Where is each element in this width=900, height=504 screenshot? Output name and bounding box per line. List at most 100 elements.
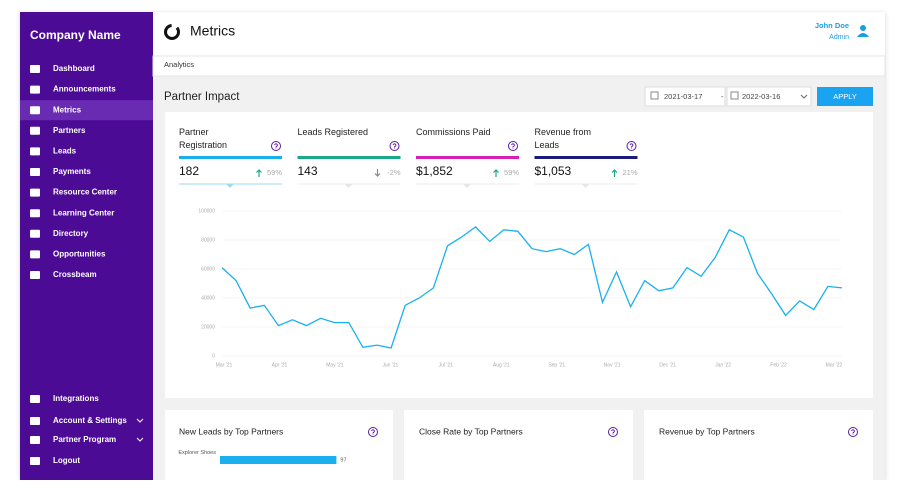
card-title: New Leads by Top Partners (179, 426, 283, 436)
nav-item[interactable]: Payments (53, 167, 91, 176)
help-icon (271, 141, 281, 151)
nav-icon (30, 271, 40, 279)
nav-chevron (136, 437, 144, 442)
x-tick-label: Jan '22 (715, 362, 731, 368)
apply-label[interactable]: APPLY (833, 92, 857, 101)
nav-icon (30, 106, 40, 115)
date-to-box[interactable] (726, 86, 812, 107)
bar-label-box: Explorer Shoes (178, 450, 216, 456)
nav-icon (30, 65, 40, 73)
kpi-label-box: Revenue from Leads (535, 127, 592, 150)
nav-item[interactable]: Learning Center (53, 208, 114, 217)
kpi-label: Leads Registered (297, 127, 369, 137)
user-icon[interactable] (860, 25, 866, 31)
kpi-pointer (581, 184, 590, 188)
x-tick-label: Aug '21 (493, 362, 510, 368)
sidebar (20, 12, 153, 480)
nav-active (20, 100, 153, 121)
nav-item[interactable]: Dashboard (53, 64, 95, 73)
user-name[interactable]: John Doe (815, 21, 849, 30)
nav-item[interactable]: Partners (53, 126, 86, 135)
nav-icon (30, 168, 40, 176)
data-line (221, 226, 843, 349)
help-icon (368, 427, 378, 437)
nav-item[interactable]: Integrations (53, 394, 99, 403)
help-icon (626, 141, 637, 151)
help-icon (389, 141, 400, 151)
nav-item[interactable]: Leads (53, 147, 77, 156)
help-icon-glyph (611, 429, 615, 435)
trend-arrow (374, 169, 381, 177)
kpi-pointer (226, 184, 234, 188)
page-title: Metrics (190, 23, 235, 39)
trend-arrow (493, 169, 499, 177)
nav-item[interactable]: Announcements (53, 85, 116, 94)
impact-card (165, 112, 873, 398)
kpi-label-box: Commissions Paid (416, 127, 491, 137)
apply-button[interactable] (817, 87, 873, 106)
card (404, 410, 633, 490)
card (165, 410, 393, 490)
nav-icon (30, 147, 40, 156)
nav-item[interactable]: Directory (53, 229, 89, 238)
nav-item[interactable]: Crossbeam (53, 270, 97, 279)
x-tick-label: Nov '21 (604, 362, 621, 368)
x-tick-label: Jul '21 (439, 362, 454, 368)
section-title: Partner Impact (164, 91, 240, 103)
x-tick-label: Dec '21 (659, 362, 676, 368)
top-bar (153, 12, 885, 56)
kpi-value: 182 (179, 164, 199, 178)
nav-item[interactable]: Account & Settings (53, 416, 127, 425)
kpi-value: $1,852 (416, 164, 453, 178)
help-icon-glyph (274, 143, 278, 149)
kpi-change: 59% (267, 168, 282, 177)
bar-value-label: 97 (340, 457, 346, 463)
page-bottom (0, 480, 900, 499)
nav-icon (30, 436, 40, 444)
kpi-change: 59% (504, 168, 519, 177)
nav-icon (30, 126, 40, 135)
kpi-pointer (463, 184, 471, 188)
y-tick-label: 20000 (201, 324, 215, 330)
nav-item[interactable]: Logout (53, 456, 80, 465)
kpi-label: Partner Registration (179, 127, 228, 150)
trend-arrow (611, 169, 618, 177)
bar (220, 456, 337, 464)
kpi-value: 143 (298, 164, 318, 178)
date-from[interactable]: 2021-03-17 (664, 92, 702, 101)
x-tick-label: May '21 (326, 362, 344, 368)
nav-item[interactable]: Partner Program (53, 435, 116, 444)
bar-label: Explorer Shoes (178, 450, 216, 456)
help-icon-glyph (629, 143, 634, 149)
card-title: Revenue by Top Partners (659, 426, 755, 436)
nav-icon (30, 457, 40, 465)
nav-item[interactable]: Opportunities (53, 250, 106, 259)
date-from-box[interactable] (644, 86, 726, 107)
breadcrumb[interactable]: Analytics (164, 60, 194, 69)
help-icon (508, 141, 518, 151)
calendar-icon (730, 91, 739, 100)
kpi-change: -2% (387, 168, 401, 177)
help-icon-glyph (392, 143, 397, 149)
user-role: Admin (829, 34, 849, 41)
breadcrumb-bar (152, 55, 886, 77)
help-icon-glyph (511, 143, 515, 149)
nav-icon (30, 250, 40, 259)
card-title: Close Rate by Top Partners (419, 426, 523, 436)
kpi-underline (534, 156, 638, 159)
nav-icon (30, 395, 40, 403)
kpi-label-box: Partner Registration (179, 127, 228, 150)
x-tick-label: Mar '22 (826, 362, 843, 368)
y-tick-label: 40000 (201, 295, 215, 301)
nav-item[interactable]: Resource Center (53, 188, 117, 197)
x-tick-label: Feb '22 (770, 362, 787, 368)
y-tick-label: 60000 (201, 266, 215, 272)
nav-icon (30, 209, 40, 218)
y-tick-label: 0 (212, 353, 215, 359)
logo-icon (164, 24, 180, 40)
nav-item[interactable]: Metrics (53, 105, 82, 114)
x-tick-label: Sep '21 (548, 362, 565, 368)
company-name: Company Name (30, 28, 121, 42)
date-to[interactable]: 2022-03-16 (742, 92, 780, 101)
x-tick-label: Mar '21 (216, 362, 233, 368)
